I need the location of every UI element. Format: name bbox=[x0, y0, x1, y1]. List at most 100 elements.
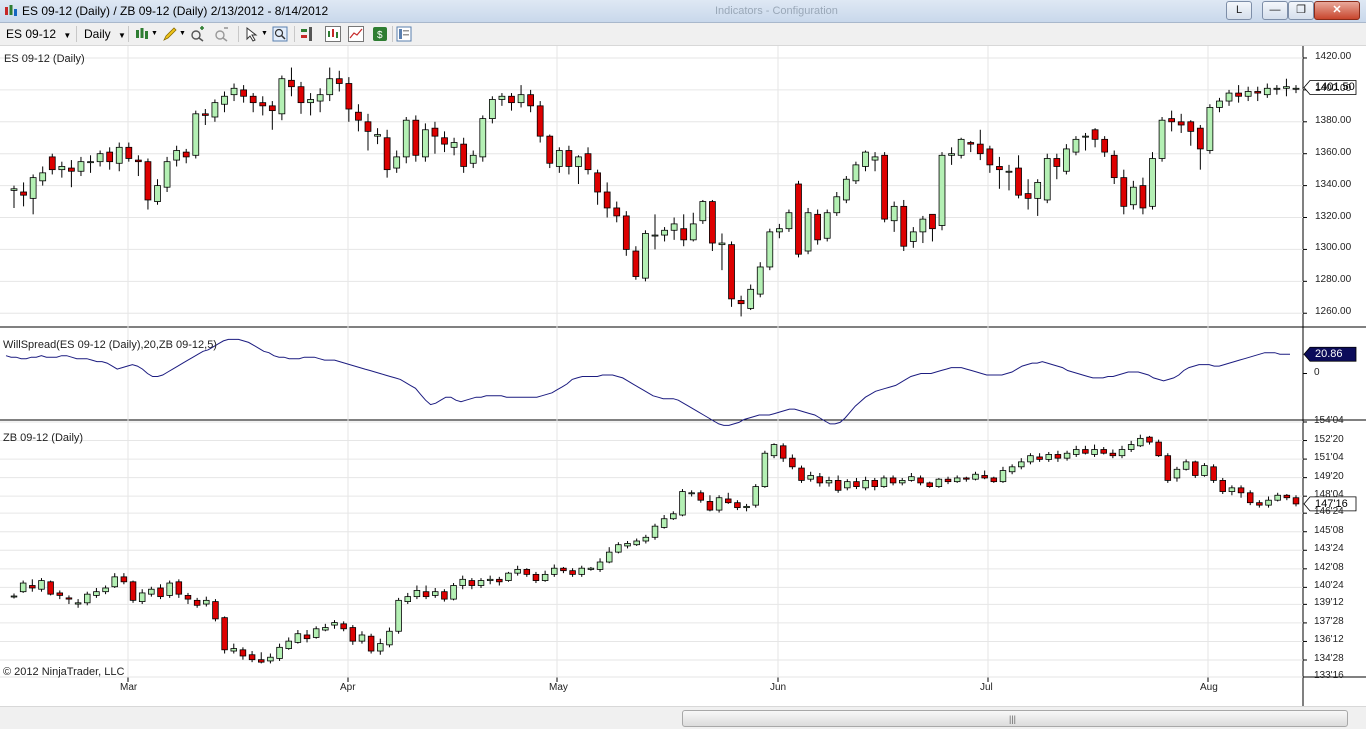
maximize-button[interactable]: ❐ bbox=[1288, 1, 1314, 20]
zb-candle bbox=[541, 573, 549, 581]
es-candle bbox=[1043, 158, 1051, 201]
zb-candle bbox=[560, 567, 567, 572]
chevron-down-icon[interactable]: ▼ bbox=[179, 30, 186, 37]
zb-candle bbox=[1146, 436, 1153, 443]
es-candle bbox=[307, 99, 314, 104]
es-candle bbox=[1005, 170, 1013, 173]
chart-area[interactable]: ES 09-12 (Daily) WillSpread(ES 09-12 (Da… bbox=[0, 46, 1366, 706]
chart-canvas[interactable] bbox=[0, 46, 1366, 706]
es-candle bbox=[584, 153, 592, 171]
chevron-down-icon[interactable]: ▼ bbox=[151, 30, 158, 37]
link-button[interactable]: L bbox=[1226, 1, 1252, 20]
es-candle bbox=[709, 201, 716, 244]
es-candle bbox=[594, 172, 601, 193]
es-candle bbox=[1129, 186, 1137, 206]
zb-candle bbox=[477, 580, 485, 586]
es-candle bbox=[1063, 148, 1070, 172]
chevron-down-icon[interactable]: ▼ bbox=[261, 30, 268, 37]
zb-candle bbox=[38, 580, 45, 590]
order-entry-icon[interactable]: $ bbox=[372, 26, 388, 42]
es-candle bbox=[996, 166, 1003, 171]
es-candle bbox=[622, 215, 630, 250]
zb-candle bbox=[1283, 494, 1291, 499]
instrument-selector[interactable]: ES 09-12 ▼ bbox=[6, 26, 71, 42]
zb-candle bbox=[1173, 468, 1181, 479]
es-candle bbox=[1082, 135, 1089, 138]
month-label: Aug bbox=[1200, 682, 1218, 693]
zb-candle bbox=[761, 452, 769, 487]
zb-candle bbox=[834, 480, 842, 491]
indicators-icon[interactable] bbox=[325, 26, 341, 42]
strategies-icon[interactable] bbox=[300, 26, 316, 42]
zb-candle bbox=[660, 518, 668, 528]
window-title: ES 09-12 (Daily) / ZB 09-12 (Daily) 2/13… bbox=[22, 4, 329, 18]
zb-candle bbox=[670, 513, 677, 520]
close-button[interactable]: ✕ bbox=[1314, 1, 1360, 20]
es-candle bbox=[957, 138, 965, 156]
zb-candle bbox=[175, 581, 183, 595]
es-candle bbox=[364, 121, 372, 132]
es-candle bbox=[536, 105, 544, 137]
zb-candle bbox=[1237, 487, 1245, 494]
zb-candle bbox=[551, 567, 558, 575]
toolbar-divider bbox=[392, 26, 393, 42]
zb-candle bbox=[102, 587, 109, 593]
zoom-out-icon[interactable] bbox=[214, 26, 230, 42]
es-candle bbox=[106, 151, 114, 163]
es-candle bbox=[661, 229, 668, 236]
window-faded-title: Indicators - Configuration bbox=[715, 5, 838, 17]
zb-candle bbox=[624, 543, 631, 547]
es-candle bbox=[1283, 86, 1290, 89]
grip-icon: ||| bbox=[1009, 714, 1017, 724]
es-candle bbox=[1177, 121, 1185, 126]
zb-candle bbox=[422, 591, 430, 598]
zb-candle bbox=[111, 576, 118, 588]
es-candle bbox=[890, 205, 898, 222]
zb-candle bbox=[615, 544, 622, 553]
bond-tick-label: 146'24 bbox=[1314, 506, 1344, 518]
bond-panel-label: ZB 09-12 (Daily) bbox=[3, 432, 84, 444]
es-candle bbox=[833, 196, 841, 214]
es-candle bbox=[1015, 167, 1022, 196]
bond-tick-label: 136'12 bbox=[1314, 634, 1344, 646]
es-candle bbox=[785, 212, 793, 230]
chart-style-icon[interactable] bbox=[348, 26, 364, 42]
svg-text:$: $ bbox=[377, 30, 383, 41]
find-icon[interactable] bbox=[272, 26, 288, 42]
zb-candle bbox=[47, 581, 54, 595]
es-candle bbox=[919, 218, 927, 233]
scrollbar-thumb[interactable]: ||| bbox=[682, 710, 1348, 727]
period-selector[interactable]: Daily ▼ bbox=[84, 26, 126, 42]
es-candle bbox=[58, 166, 66, 171]
horizontal-scrollbar[interactable]: ||| bbox=[0, 706, 1366, 729]
zb-candle bbox=[1054, 454, 1062, 459]
zb-candle bbox=[706, 501, 714, 511]
es-candle bbox=[182, 151, 190, 158]
es-candle bbox=[326, 78, 334, 96]
zb-candle bbox=[889, 477, 897, 484]
zb-candle bbox=[303, 634, 311, 640]
es-candle bbox=[555, 150, 563, 167]
cursor-icon[interactable] bbox=[244, 26, 260, 42]
zb-last-price-flag-bg bbox=[1303, 496, 1357, 512]
chart-toolbar: ES 09-12 ▼ Daily ▼ ▼ ▼ ▼ $ bbox=[0, 23, 1366, 46]
drawing-tools-icon[interactable] bbox=[162, 26, 178, 42]
es-candle bbox=[1110, 154, 1118, 179]
es-candle bbox=[842, 178, 850, 201]
es-candle bbox=[1225, 92, 1233, 102]
zb-candle bbox=[789, 457, 796, 468]
zb-candle bbox=[120, 576, 128, 583]
zb-candle bbox=[963, 477, 970, 480]
properties-icon[interactable] bbox=[396, 26, 412, 42]
zb-candle bbox=[642, 536, 650, 542]
zb-candle bbox=[358, 634, 366, 642]
zoom-in-icon[interactable] bbox=[190, 26, 206, 42]
month-label: Mar bbox=[120, 682, 138, 693]
zb-candle bbox=[239, 649, 247, 657]
minimize-button[interactable]: — bbox=[1262, 1, 1288, 20]
es-candle bbox=[498, 95, 506, 100]
zb-candle bbox=[1109, 452, 1117, 457]
zb-candle bbox=[74, 602, 82, 605]
zb-candle bbox=[532, 573, 540, 581]
bar-type-icon[interactable] bbox=[134, 26, 150, 42]
